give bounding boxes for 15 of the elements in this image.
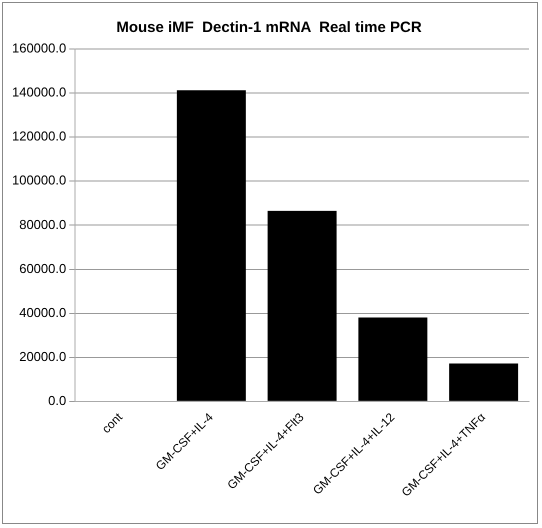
bar	[176, 90, 246, 401]
y-tick-label: 120000.0	[12, 128, 66, 144]
y-tick-label: 60000.0	[19, 260, 66, 276]
y-tick-label: 80000.0	[19, 216, 66, 232]
x-tick-label: cont	[99, 410, 126, 436]
y-tick-label: 160000.0	[12, 40, 66, 56]
bar	[449, 364, 518, 401]
bar	[358, 318, 428, 401]
bar	[268, 210, 337, 401]
y-tick-label: 20000.0	[19, 348, 66, 364]
chart-title: Mouse iMF Dectin-1 mRNA Real time PCR	[116, 19, 422, 36]
y-tick-label: 40000.0	[19, 304, 66, 320]
y-tick-label: 140000.0	[12, 84, 66, 100]
y-tick-label: 100000.0	[12, 172, 66, 188]
y-tick-label: 0.0	[48, 393, 66, 408]
